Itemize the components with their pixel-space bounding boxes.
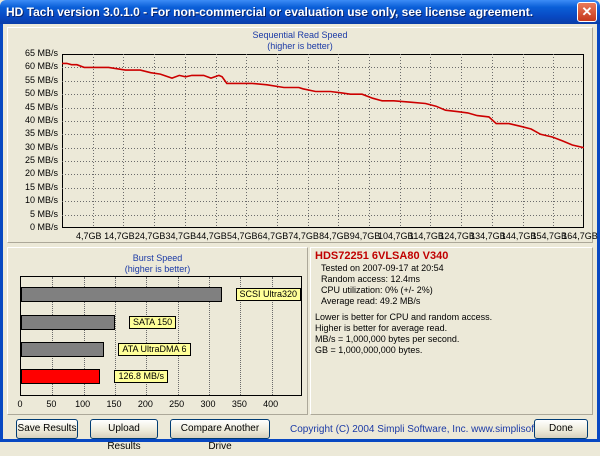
note-gb-definition: GB = 1,000,000,000 bytes. — [315, 345, 423, 355]
burst-chart-subtitle: (higher is better) — [124, 264, 191, 274]
copyright-text: Copyright (C) 2004 Simpli Software, Inc.… — [290, 424, 581, 435]
burst-grid-line — [271, 277, 273, 395]
read-y-tick-label: 5 MB/s — [29, 208, 58, 219]
burst-bar — [21, 287, 222, 302]
read-x-tick-label: 44,7GB — [196, 231, 227, 241]
drive-model-name: HDS72251 6VLSA80 V340 — [315, 250, 449, 262]
window-title: HD Tach version 3.0.1.0 - For non-commer… — [6, 5, 534, 19]
burst-bar-label: ATA UltraDMA 6 — [118, 343, 191, 356]
results-info-panel: HDS72251 6VLSA80 V340 Tested on 2007-09-… — [310, 247, 593, 415]
random-access-text: Random access: 12.4ms — [321, 274, 421, 284]
read-x-tick-label: 54,7GB — [226, 231, 258, 241]
burst-grid-line — [146, 277, 148, 395]
burst-x-tick-label: 100 — [75, 399, 91, 409]
burst-grid-line — [52, 277, 54, 395]
read-x-tick-label: 84,7GB — [319, 231, 350, 241]
read-x-tick-label: 154,7GB — [531, 231, 568, 241]
read-x-tick-label: 24,7GB — [134, 231, 166, 241]
burst-x-tick-label: 0 — [17, 399, 23, 409]
tested-on-text: Tested on 2007-09-17 at 20:54 — [321, 263, 444, 273]
read-plot-frame — [62, 54, 584, 228]
burst-x-tick-label: 400 — [263, 399, 279, 409]
note-average-read: Higher is better for average read. — [315, 323, 448, 333]
note-cpu-random: Lower is better for CPU and random acces… — [315, 312, 493, 322]
read-y-tick-label: 45 MB/s — [24, 101, 58, 112]
read-speed-panel: Sequential Read Speed (higher is better)… — [7, 27, 598, 243]
title-bar: HD Tach version 3.0.1.0 - For non-commer… — [0, 0, 600, 24]
read-y-tick-label: 25 MB/s — [24, 155, 58, 166]
window-frame-bottom — [0, 439, 600, 442]
burst-bar — [21, 369, 101, 384]
read-y-tick-label: 50 MB/s — [24, 88, 58, 99]
close-button[interactable]: ✕ — [577, 2, 597, 22]
burst-x-tick-label: 150 — [106, 399, 122, 409]
read-x-tick-label: 144,7GB — [500, 231, 537, 241]
read-x-tick-label: 134,7GB — [470, 231, 506, 241]
compare-another-drive-button[interactable]: Compare Another Drive — [170, 419, 270, 452]
done-button[interactable]: Done — [534, 419, 588, 439]
read-y-tick-label: 60 MB/s — [24, 61, 58, 72]
read-x-tick-label: 34,7GB — [165, 231, 197, 241]
burst-grid-line — [83, 277, 85, 395]
window-frame-left — [0, 24, 3, 442]
burst-grid-line — [209, 277, 210, 395]
burst-x-tick-label: 350 — [231, 399, 247, 409]
read-y-tick-label: 55 MB/s — [24, 74, 58, 85]
burst-bar-label: 126.8 MB/s — [114, 370, 168, 383]
burst-grid-line — [177, 277, 179, 395]
read-y-tick-label: 65 MB/s — [24, 48, 58, 58]
read-y-tick-label: 10 MB/s — [24, 195, 58, 206]
burst-x-tick-label: 250 — [169, 399, 185, 409]
burst-x-tick-label: 200 — [137, 399, 153, 409]
average-read-text: Average read: 49.2 MB/s — [321, 296, 421, 306]
burst-bar-label: SCSI Ultra320 — [235, 288, 302, 301]
burst-x-tick-label: 50 — [46, 399, 57, 409]
burst-bar — [21, 342, 105, 357]
read-y-tick-label: 40 MB/s — [24, 114, 58, 125]
burst-bar-label: SATA 150 — [129, 316, 177, 329]
burst-grid-line — [115, 277, 116, 395]
save-results-button[interactable]: Save Results — [16, 419, 78, 439]
close-icon: ✕ — [581, 4, 593, 19]
read-y-tick-label: 20 MB/s — [24, 168, 58, 179]
burst-x-tick-label: 300 — [200, 399, 216, 409]
burst-chart-title: Burst Speed — [132, 253, 183, 263]
read-speed-plot — [62, 54, 584, 228]
read-x-tick-label: 94,7GB — [349, 231, 381, 241]
read-y-tick-label: 30 MB/s — [24, 141, 58, 152]
burst-plot: SCSI Ultra320 SATA 150 ATA UltraDMA 6 126.8… — [20, 276, 302, 396]
read-y-tick-label: 15 MB/s — [24, 181, 58, 192]
read-x-tick-label: 4,7GB — [75, 231, 102, 241]
window-frame-right — [597, 24, 600, 442]
read-y-tick-label: 0 MB/s — [29, 222, 58, 232]
read-speed-series-line — [62, 62, 584, 149]
upload-results-button[interactable]: Upload Results — [90, 419, 158, 452]
read-y-tick-label: 35 MB/s — [24, 128, 58, 139]
read-chart-title: Sequential Read Speed — [252, 30, 348, 40]
read-x-tick-label: 164,7GB — [562, 231, 598, 241]
read-x-tick-label: 104,7GB — [377, 231, 414, 241]
cpu-utilization-text: CPU utilization: 0% (+/- 2%) — [321, 285, 433, 295]
burst-grid-line — [240, 277, 242, 395]
read-x-tick-label: 74,7GB — [288, 231, 319, 241]
read-x-tick-label: 64,7GB — [257, 231, 289, 241]
read-x-tick-label: 114,7GB — [409, 231, 444, 241]
read-chart-subtitle: (higher is better) — [267, 41, 333, 51]
read-x-tick-label: 14,7GB — [104, 231, 135, 241]
burst-speed-panel: Burst Speed (higher is better) SCSI Ultr… — [7, 247, 308, 415]
burst-bar — [21, 315, 115, 330]
note-mbs-definition: MB/s = 1,000,000 bytes per second. — [315, 334, 460, 344]
read-x-tick-label: 124,7GB — [439, 231, 475, 241]
